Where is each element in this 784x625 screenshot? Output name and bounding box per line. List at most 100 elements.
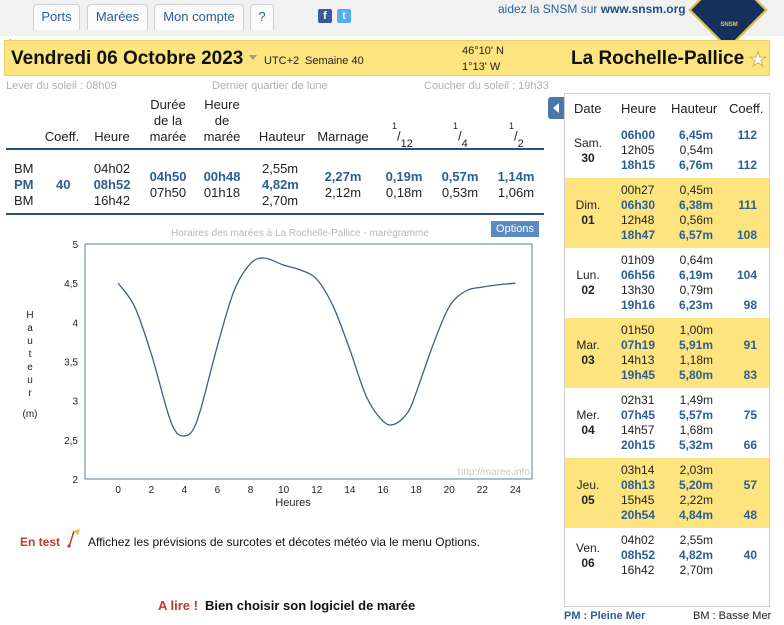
tide-durations: 04h50 07h50 [149,169,187,200]
panel-header-coeff: Coeff. [729,101,764,116]
day-block[interactable]: Mer. 04 02h31 1,49m 07h45 5,57m 75 14h57 1,68m 20… [565,388,769,458]
tide-t: 02h31 [621,393,655,407]
y-tick-label: 2,5 [64,436,78,447]
tide-c: 112 [737,128,757,142]
options-button[interactable]: Options [491,221,539,237]
x-tick-label: 24 [510,485,522,496]
tab-mon-compte[interactable]: Mon compte [154,4,244,30]
y-axis-label-char: r [28,388,32,399]
panel-header-hauteur: Hauteur [671,101,718,116]
tide-c: 40 [743,548,757,562]
tide-c: 83 [743,368,757,382]
tide-douzieme: 0,19m 0,18m [385,169,423,200]
header-coeff: Coeff. [44,129,80,144]
x-tick-label: 0 [115,485,121,496]
tide-t: 14h13 [621,353,655,367]
chart-title: Horaires des marées à La Rochelle-Pallic… [171,228,429,239]
header-quart: 1/4 [453,121,468,150]
tide-t: 12h48 [621,213,655,227]
tide-c: 66 [743,438,757,452]
title-bar: Vendredi 06 Octobre 2023 UTC+2 Semaine 4… [4,40,770,76]
day-name: Lun. [576,268,600,282]
longitude: 1°13' W [462,61,501,73]
y-tick-label: 5 [72,240,78,251]
tide-h: 0,56m [679,213,713,227]
tide-t: 07h19 [621,338,656,352]
utc-offset: UTC+2 [264,55,300,67]
coeff-value: 40 [56,177,71,192]
day-name: Mar. [576,338,600,352]
tide-curve [117,257,516,437]
day-number: 05 [581,493,595,507]
day-block[interactable]: Dim. 01 00h27 0,45m 06h30 6,38m 111 12h48 0,56m 1… [565,178,769,248]
y-tick-label: 2 [72,475,78,486]
tide-t: 04h02 [621,533,655,547]
tab-help[interactable]: ? [250,4,274,30]
header-marnage: Marnage [317,129,369,144]
flag-icon [67,529,80,548]
y-axis-label-char: (m) [23,409,38,420]
tide-t: 18h47 [621,228,656,242]
day-block[interactable]: Ven. 06 04h02 2,55m 08h52 4,82m 40 16h42 2,70m [565,528,769,583]
y-tick-label: 3,5 [64,358,78,369]
y-axis-label-char: u [27,336,33,347]
legend-pm: PM : Pleine Mer [564,610,646,622]
x-tick-label: 12 [311,485,323,496]
day-name: Ven. [575,540,601,555]
tide-t: 14h57 [621,423,655,437]
port-name: La Rochelle-Pallice [571,48,745,69]
tide-types: BM PM BM [14,161,34,208]
tide-hours: 00h48 01h18 [203,169,241,200]
chart-watermark: http://maree.info [458,467,531,478]
twitter-icon[interactable]: t [337,9,351,23]
tide-h: 2,70m [679,563,713,577]
date-title[interactable]: Vendredi 06 Octobre 2023 [11,48,244,69]
tide-t: 13h30 [621,283,655,297]
tide-h: 2,55m [679,533,713,547]
day-block[interactable]: Lun. 02 01h09 0,64m 06h56 6,19m 104 13h30 0,79m 1… [565,248,769,318]
tide-quart: 0,57m 0,53m [441,169,479,200]
day-block[interactable]: Jeu. 05 03h14 2,03m 08h13 5,20m 57 15h45 2,22m 20… [565,458,769,528]
day-block[interactable]: Sam. 30 06h00 6,45m 112 12h05 0,54m 18h15 6,76m 1… [565,123,769,178]
tide-h: 6,45m [678,128,713,142]
chevron-down-icon[interactable] [249,55,257,60]
facebook-icon[interactable]: f [318,9,332,23]
y-tick-label: 4 [72,318,78,329]
day-label: Sam. 30 [565,136,611,166]
tide-h: 1,00m [679,323,713,337]
table-divider [6,148,544,150]
day-label: Lun. 02 [565,268,611,298]
legend-bm: BM : Basse Mer [693,610,772,622]
tide-t: 15h45 [621,493,655,507]
weekly-tides-panel: Date Heure Hauteur Coeff. Sam. 30 06h00 6,4… [564,93,770,607]
tide-demi: 1,14m 1,06m [497,169,535,200]
tab-marees[interactable]: Marées [87,4,148,30]
snsm-link[interactable]: www.snsm.org [600,2,686,16]
panel-header-heure: Heure [621,101,657,116]
snsm-logo-text: SNSM [720,22,738,28]
tide-times: 04h02 08h52 16h42 [93,161,131,208]
favorite-star-icon[interactable]: ★ [749,49,768,72]
header-demi: 1/2 [509,121,524,150]
day-name: Dim. [575,198,601,212]
tide-h: 2,22m [679,493,713,507]
header-hauteur: Hauteur [258,129,306,144]
panel-collapse-button[interactable] [548,97,564,119]
x-tick-label: 2 [148,485,154,496]
x-tick-label: 8 [248,485,254,496]
tide-t: 18h15 [621,158,656,172]
tab-ports[interactable]: Ports [33,4,80,30]
a-lire-label: A lire ! [158,598,198,613]
a-lire-link[interactable]: Bien choisir son logiciel de marée [205,598,416,613]
tide-c: 111 [738,198,757,212]
day-label: Dim. 01 [565,198,611,228]
tide-h: 5,91m [678,338,713,352]
tide-t: 20h15 [621,438,656,452]
panel-header-date: Date [574,101,602,116]
tide-h: 1,18m [679,353,713,367]
day-block[interactable]: Mar. 03 01h50 1,00m 07h19 5,91m 91 14h13 1,18m 19… [565,318,769,388]
tide-h: 5,20m [678,478,713,492]
tide-t: 08h52 [621,548,656,562]
x-tick-label: 6 [215,485,221,496]
tide-c: 75 [743,408,757,422]
